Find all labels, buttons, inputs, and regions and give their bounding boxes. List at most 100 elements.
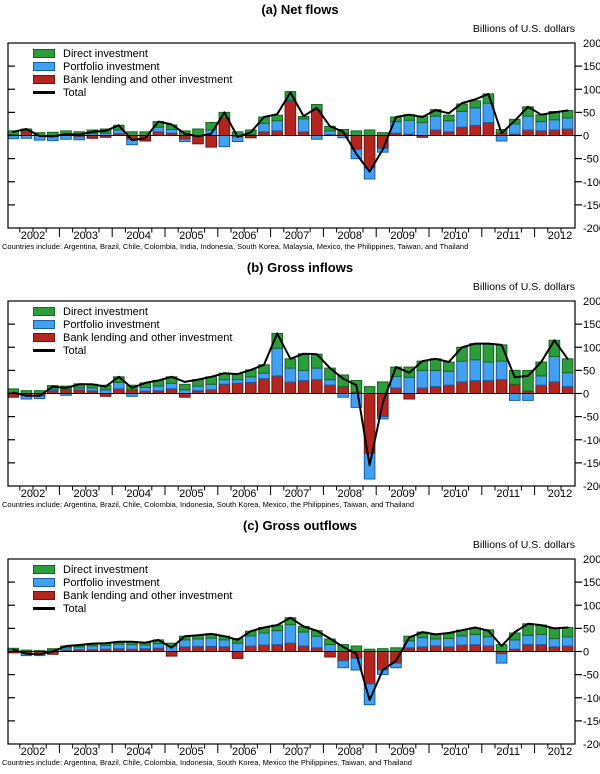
x-axis-year-label: 2008 (338, 488, 362, 499)
bar-segment-bank (443, 646, 455, 653)
bar-segment-portfolio (456, 111, 468, 128)
bar-segment-bank (561, 128, 574, 136)
bar-segment-bank (363, 135, 376, 169)
x-axis-year-label: 2002 (21, 488, 45, 499)
legend-item-bank: Bank lending and other investment (33, 589, 232, 602)
bar-segment-bank (245, 381, 257, 395)
bar-segment-portfolio (179, 639, 191, 648)
legend-label-portfolio: Portfolio investment (63, 318, 160, 331)
direct-investment-swatch-icon (33, 565, 55, 574)
chart-a-title: (a) Net flows (261, 2, 339, 17)
bar-segment-direct (482, 343, 495, 363)
bar-segment-portfolio (522, 115, 534, 131)
bar-segment-portfolio (509, 393, 521, 401)
bar-segment-bank (73, 389, 86, 395)
bar-segment-portfolio (311, 367, 323, 381)
bar-segment-direct (390, 647, 402, 653)
chart-b-legend: Direct investment Portfolio investment B… (33, 305, 232, 357)
legend-item-total: Total (33, 344, 232, 357)
bar-segment-portfolio (522, 634, 534, 646)
legend-item-direct: Direct investment (33, 47, 232, 60)
bar-segment-bank (284, 100, 297, 137)
bar-segment-direct (469, 100, 481, 109)
bar-segment-portfolio (139, 644, 151, 650)
y-axis-tick-label: 200 (583, 296, 600, 308)
y-axis-tick-label: 0 (583, 647, 589, 659)
y-axis-tick-label: 50 (583, 623, 595, 635)
legend-item-portfolio: Portfolio investment (33, 60, 232, 73)
bar-segment-bank (482, 122, 495, 136)
bar-segment-bank (548, 381, 561, 395)
bar-segment-direct (561, 358, 574, 374)
bar-segment-portfolio (403, 376, 415, 395)
y-axis-tick-label: -150 (583, 458, 600, 470)
bar-segment-portfolio (47, 136, 59, 142)
bar-segment-portfolio (245, 376, 257, 383)
x-axis-year-label: 2002 (21, 230, 45, 241)
chart-a-plot-area: -200 -150 -100 -50 0 50 100 150 200 2002 2003 2004 2… (0, 36, 600, 241)
x-axis-year-label: 2005 (179, 746, 203, 757)
bar-segment-bank (456, 381, 468, 395)
bar-segment-bank (522, 644, 534, 652)
y-axis-tick-label: -200 (583, 223, 600, 235)
chart-a-units-label: Billions of U.S. dollars (472, 23, 575, 35)
bar-segment-portfolio (548, 119, 561, 131)
bar-segment-direct (179, 383, 191, 391)
bar-segment-portfolio (311, 135, 323, 140)
legend-item-total: Total (33, 602, 232, 615)
y-axis-tick-label: -200 (583, 739, 600, 751)
bar-segment-bank (271, 130, 283, 137)
bar-segment-portfolio (561, 372, 574, 388)
bar-segment-portfolio (535, 121, 548, 132)
bar-segment-bank (509, 383, 521, 395)
chart-c-plot-area: -200 -150 -100 -50 0 50 100 150 200 2002 2003 2004 2… (0, 552, 600, 757)
y-axis-tick-label: -150 (583, 200, 600, 212)
bar-segment-portfolio (205, 383, 217, 391)
y-axis-tick-label: -50 (583, 412, 599, 424)
bank-lending-swatch-icon (33, 75, 55, 84)
bar-segment-portfolio (258, 372, 270, 380)
bar-segment-portfolio (363, 167, 376, 180)
bar-segment-bank (297, 645, 310, 652)
bar-segment-portfolio (443, 638, 455, 648)
portfolio-investment-swatch-icon (33, 578, 55, 587)
bar-segment-bank (165, 651, 178, 657)
bar-segment-bank (535, 644, 548, 652)
bar-segment-bank (165, 388, 178, 395)
bar-segment-bank (429, 645, 442, 652)
bar-segment-portfolio (152, 385, 165, 392)
bar-segment-bank (337, 386, 349, 394)
bar-segment-portfolio (179, 389, 191, 395)
bar-segment-portfolio (179, 138, 191, 142)
legend-label-direct: Direct investment (63, 305, 148, 318)
x-axis-year-label: 2006 (232, 488, 256, 499)
total-line (12, 332, 569, 467)
bank-lending-swatch-icon (33, 333, 55, 342)
x-axis-year-label: 2005 (179, 488, 203, 499)
bar-segment-portfolio (535, 375, 548, 386)
y-axis-tick-label: -150 (583, 716, 600, 728)
bar-segment-portfolio (324, 379, 336, 386)
bar-segment-bank (416, 646, 429, 653)
chart-a-legend: Direct investment Portfolio investment B… (33, 47, 232, 99)
bar-segment-bank (469, 380, 481, 394)
bar-segment-bank (297, 380, 310, 394)
x-axis-year-label: 2003 (74, 746, 98, 757)
bar-segment-portfolio (113, 381, 125, 390)
bar-segment-direct (271, 114, 283, 122)
bar-segment-direct (469, 343, 481, 361)
x-axis-year-label: 2005 (179, 230, 203, 241)
bar-segment-bank (284, 642, 297, 652)
chart-panel-a: (a) Net flows Billions of U.S. dollars -… (0, 0, 600, 258)
bar-segment-portfolio (73, 136, 86, 141)
y-axis-tick-label: -50 (583, 154, 599, 166)
legend-item-bank: Bank lending and other investment (33, 73, 232, 86)
bar-segment-portfolio (482, 636, 495, 647)
y-axis-tick-label: 200 (583, 38, 600, 50)
x-axis-year-label: 2012 (548, 230, 572, 241)
bar-segment-portfolio (324, 644, 336, 652)
chart-c-title: (c) Gross outflows (242, 518, 358, 533)
x-axis-year-label: 2007 (285, 746, 309, 757)
y-axis-tick-label: 0 (583, 389, 589, 401)
chart-b-footnote: Countries include: Argentina, Brazil, Ch… (2, 500, 415, 509)
